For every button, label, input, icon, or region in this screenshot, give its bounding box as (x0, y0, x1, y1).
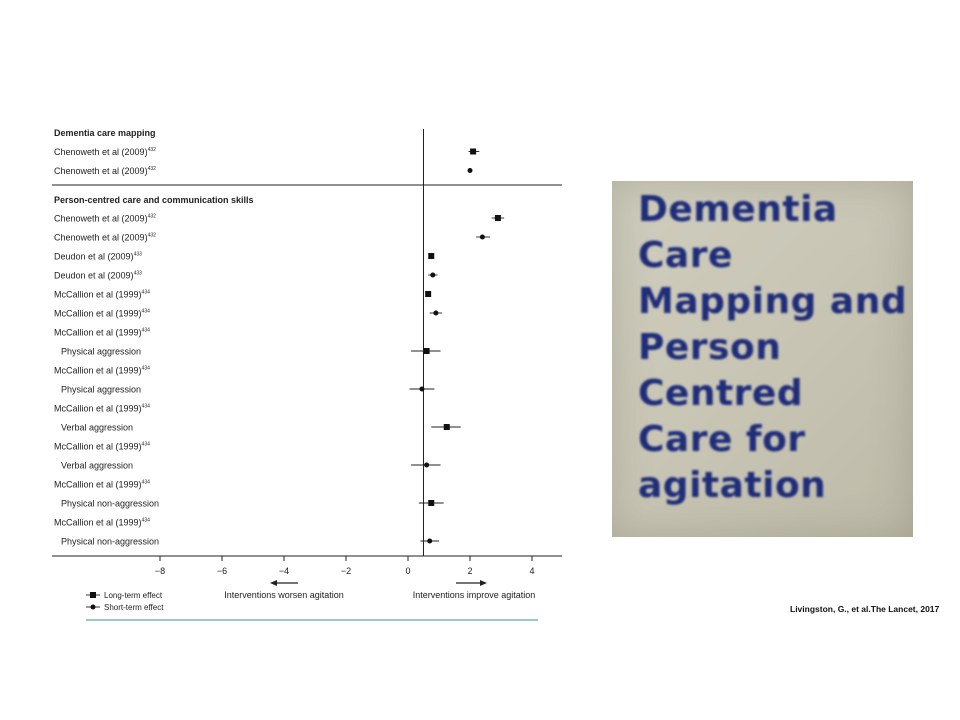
dementia-photo: Dementia Care Mapping and Person Centred… (612, 181, 913, 537)
legend-dot-icon (90, 604, 96, 610)
study-label: McCallion et al (1999)434 (54, 442, 150, 452)
study-label: McCallion et al (1999)434 (54, 290, 150, 300)
study-label: Deudon et al (2009)433 (54, 252, 142, 262)
long-term-marker (428, 500, 435, 506)
forest-plot: Dementia care mapping Person-centred care… (52, 128, 562, 621)
study-label: Chenoweth et al (2009)432 (54, 147, 156, 157)
long-term-marker (494, 215, 501, 221)
x-tick-label: 4 (529, 566, 534, 576)
x-tick-label: 2 (467, 566, 472, 576)
study-label: Deudon et al (2009)433 (54, 271, 142, 281)
study-label: Physical aggression (61, 385, 141, 395)
study-label: Chenoweth et al (2009)432 (54, 214, 156, 224)
legend-label: Long-term effect (104, 591, 163, 600)
study-label: Verbal aggression (61, 423, 133, 433)
direction-label-left: Interventions worsen agitation (224, 590, 344, 600)
study-label: McCallion et al (1999)434 (54, 480, 150, 490)
study-label: Physical non-aggression (61, 537, 159, 547)
study-label: McCallion et al (1999)434 (54, 404, 150, 414)
citation: Livingston, G., et al.The Lancet, 2017 (790, 604, 940, 614)
long-term-marker (428, 253, 435, 259)
study-label: Verbal aggression (61, 461, 133, 471)
short-term-marker (427, 538, 433, 544)
study-label: Chenoweth et al (2009)432 (54, 233, 156, 243)
legend-square-icon (90, 592, 96, 598)
long-term-marker (443, 424, 450, 430)
x-tick-label: 0 (405, 566, 410, 576)
x-tick-label: −6 (217, 566, 227, 576)
short-term-marker (424, 462, 430, 468)
short-term-marker (430, 272, 436, 278)
long-term-marker (470, 148, 477, 155)
short-term-marker (467, 168, 473, 173)
x-tick-label: −8 (155, 566, 165, 576)
study-label: Chenoweth et al (2009)432 (54, 166, 156, 176)
short-term-marker (419, 386, 425, 392)
section-title: Dementia care mapping (54, 128, 156, 138)
arrow-right-head (480, 580, 487, 586)
study-label: Physical aggression (61, 347, 141, 357)
short-term-marker (479, 234, 485, 240)
section-title: Person-centred care and communication sk… (54, 195, 254, 205)
photo-title: Dementia Care Mapping and Person Centred… (638, 189, 908, 506)
study-label: McCallion et al (1999)434 (54, 309, 150, 319)
legend-label: Short-term effect (104, 603, 164, 612)
study-label: Physical non-aggression (61, 499, 159, 509)
study-label: McCallion et al (1999)434 (54, 366, 150, 376)
study-label: McCallion et al (1999)434 (54, 328, 150, 338)
long-term-marker (423, 348, 430, 354)
short-term-marker (433, 310, 439, 316)
study-label: McCallion et al (1999)434 (54, 518, 150, 528)
long-term-marker (425, 291, 432, 297)
direction-label-right: Interventions improve agitation (413, 590, 536, 600)
x-tick-label: −4 (279, 566, 289, 576)
x-tick-label: −2 (341, 566, 351, 576)
arrow-left-head (270, 580, 277, 586)
